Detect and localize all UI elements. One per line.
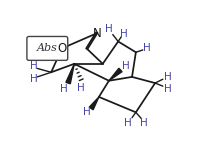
Polygon shape	[89, 97, 99, 110]
Text: H: H	[140, 118, 147, 128]
Polygon shape	[109, 68, 122, 81]
FancyBboxPatch shape	[27, 37, 68, 60]
Text: H: H	[83, 107, 91, 117]
Text: H: H	[105, 24, 113, 34]
Polygon shape	[66, 64, 74, 84]
Text: H: H	[164, 84, 171, 94]
Text: O: O	[57, 42, 67, 55]
Text: H: H	[122, 61, 130, 71]
Text: N: N	[93, 27, 102, 40]
Text: H: H	[123, 118, 131, 128]
Text: H: H	[29, 74, 37, 84]
Text: H: H	[29, 61, 37, 71]
Text: H: H	[60, 84, 68, 94]
Text: Abs: Abs	[37, 43, 58, 53]
Text: H: H	[120, 29, 128, 39]
Text: H: H	[77, 83, 85, 93]
Text: H: H	[164, 72, 171, 82]
Text: H: H	[143, 43, 150, 53]
